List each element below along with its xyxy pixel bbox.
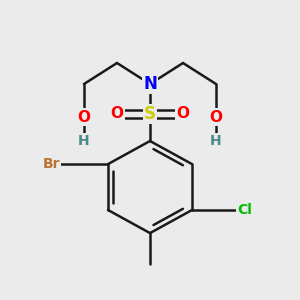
Text: Br: Br xyxy=(43,157,60,171)
Text: Cl: Cl xyxy=(237,203,252,217)
Text: O: O xyxy=(110,106,124,122)
Text: O: O xyxy=(77,110,91,124)
Text: H: H xyxy=(210,134,222,148)
Text: N: N xyxy=(143,75,157,93)
Text: O: O xyxy=(176,106,190,122)
Text: O: O xyxy=(209,110,223,124)
Text: H: H xyxy=(78,134,90,148)
Text: S: S xyxy=(144,105,156,123)
